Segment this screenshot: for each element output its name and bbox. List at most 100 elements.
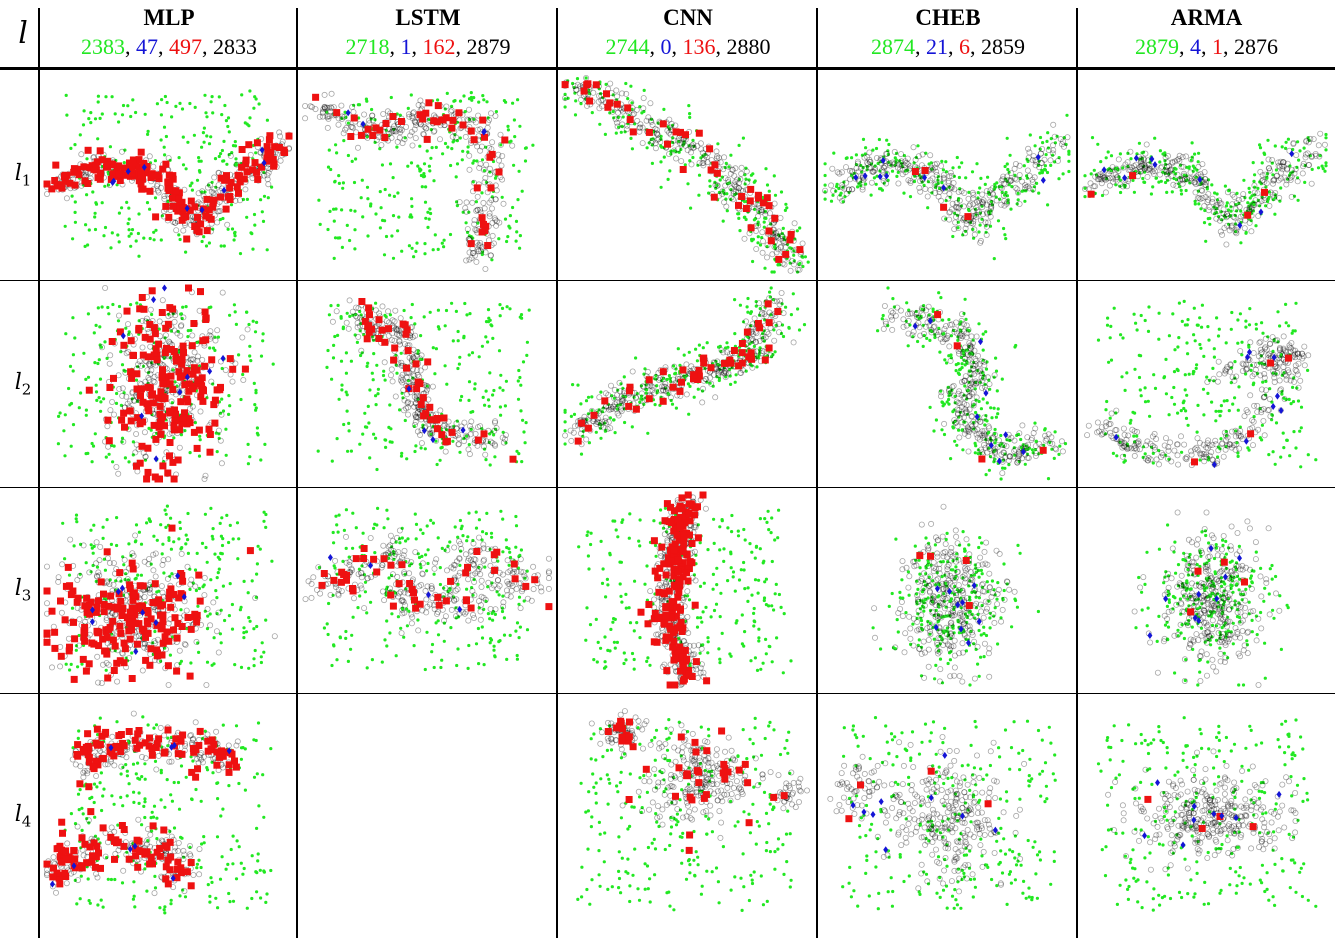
green-point	[1003, 233, 1007, 237]
green-point	[134, 378, 139, 382]
green-point	[1234, 230, 1238, 234]
black-point	[789, 258, 796, 265]
black-point	[931, 161, 938, 168]
green-point	[99, 409, 103, 413]
green-point	[374, 436, 378, 440]
green-point	[743, 173, 747, 177]
black-point	[732, 179, 739, 186]
green-point	[977, 230, 981, 234]
blue-point	[345, 109, 351, 117]
black-point	[1117, 181, 1124, 188]
black-point	[1142, 163, 1149, 170]
black-point	[1109, 178, 1116, 185]
panel-cheb-l1	[820, 74, 1074, 276]
red-point	[127, 337, 135, 345]
black-point	[905, 177, 912, 184]
black-point	[732, 165, 739, 172]
green-point	[230, 151, 234, 155]
black-point	[1004, 173, 1011, 180]
green-point	[697, 173, 702, 177]
black-point	[413, 392, 420, 399]
blue-point	[1149, 155, 1155, 163]
black-point	[352, 313, 359, 320]
black-point	[466, 166, 473, 173]
green-point	[1316, 166, 1321, 170]
black-point	[394, 331, 401, 338]
green-point	[1214, 210, 1219, 215]
black-point	[1007, 177, 1014, 184]
black-point	[399, 371, 406, 378]
green-point	[122, 391, 126, 395]
green-point	[217, 436, 221, 440]
green-point	[410, 204, 414, 208]
green-point	[1006, 167, 1010, 172]
red-point	[202, 212, 210, 220]
green-point	[953, 211, 957, 215]
green-point	[222, 244, 226, 248]
green-point	[467, 353, 471, 357]
red-point	[182, 372, 190, 380]
green-point	[1205, 185, 1209, 189]
green-point	[518, 375, 522, 380]
black-point	[766, 210, 773, 217]
black-point	[628, 99, 635, 106]
green-point	[1253, 185, 1257, 189]
red-point	[223, 172, 230, 180]
green-point	[668, 169, 672, 173]
green-point	[700, 389, 705, 393]
red-point	[154, 394, 162, 402]
green-point	[96, 100, 100, 104]
green-point	[484, 458, 488, 462]
red-point	[363, 335, 371, 343]
black-point	[442, 448, 449, 455]
red-point	[216, 386, 224, 394]
green-point	[1239, 241, 1243, 245]
green-point	[443, 364, 447, 368]
green-point	[208, 346, 212, 350]
black-point	[952, 203, 959, 210]
green-point	[219, 244, 223, 248]
green-point	[347, 421, 351, 425]
green-point	[1140, 151, 1144, 155]
green-point	[374, 394, 378, 398]
black-point	[394, 361, 401, 368]
green-point	[1163, 159, 1167, 163]
blue-point	[153, 455, 159, 463]
count-separator: ,	[948, 34, 959, 59]
red-point	[375, 316, 383, 324]
black-count: 2880	[726, 34, 771, 59]
scatter-plot	[822, 113, 1071, 261]
red-point	[378, 326, 386, 334]
black-count: 2879	[466, 34, 511, 59]
green-point	[649, 117, 654, 121]
black-point	[1175, 156, 1182, 163]
blue-point	[853, 174, 859, 182]
black-point	[868, 179, 875, 186]
green-point	[469, 427, 473, 431]
black-point	[1137, 166, 1144, 173]
black-point	[1284, 165, 1291, 172]
black-point	[847, 167, 854, 174]
green-point	[1004, 190, 1008, 195]
green-point	[181, 135, 185, 139]
black-point	[264, 172, 271, 179]
black-point	[1291, 170, 1298, 177]
green-point	[484, 180, 489, 184]
black-point	[1219, 231, 1226, 238]
black-point	[455, 441, 462, 448]
green-point	[1157, 180, 1161, 184]
red-point	[116, 177, 124, 184]
green-point	[260, 210, 264, 214]
green-point	[482, 169, 486, 173]
black-point	[1220, 206, 1227, 213]
green-point	[396, 191, 400, 195]
green-point	[784, 305, 788, 309]
red-point	[253, 168, 261, 176]
green-point	[130, 228, 135, 232]
red-point	[626, 116, 634, 124]
green-point	[1286, 137, 1290, 141]
red-point	[427, 416, 435, 424]
green-point	[792, 259, 796, 263]
black-point	[78, 151, 85, 158]
green-point	[615, 407, 619, 411]
